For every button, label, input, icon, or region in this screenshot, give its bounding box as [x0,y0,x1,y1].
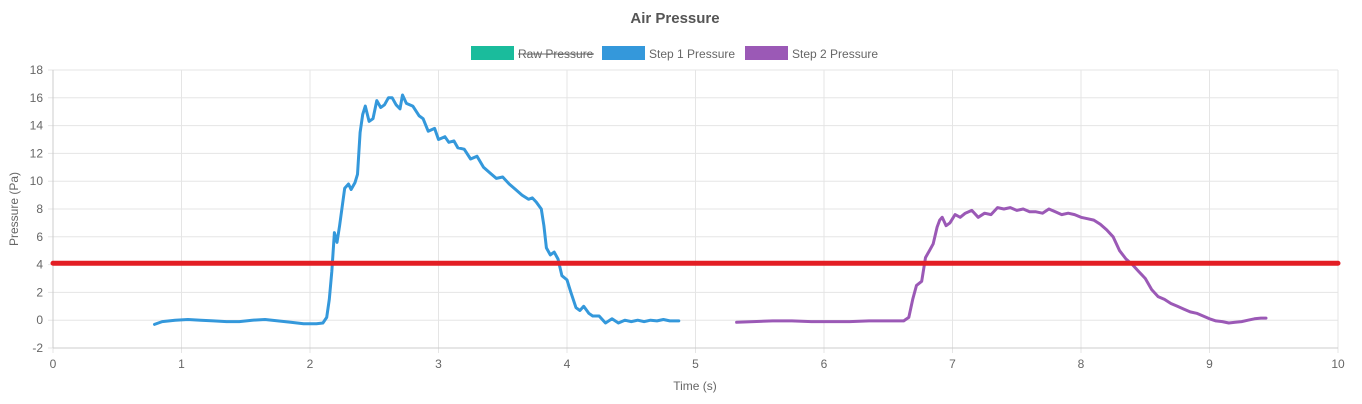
x-tick-label: 7 [949,357,956,371]
legend-label-step-1-pressure: Step 1 Pressure [649,47,735,61]
y-tick-label: -2 [32,341,43,355]
y-tick-label: 6 [36,230,43,244]
y-tick-label: 14 [30,119,44,133]
x-tick-label: 2 [307,357,314,371]
x-tick-label: 0 [50,357,57,371]
x-tick-label: 1 [178,357,185,371]
grid-lines [48,69,1339,353]
series-line-step-1-pressure [153,93,681,326]
legend-swatch-step-2-pressure [745,46,788,60]
y-tick-label: 12 [30,146,44,160]
y-axis-title: Pressure (Pa) [7,172,21,246]
chart-legend: Raw Pressure Step 1 Pressure Step 2 Pres… [471,46,878,61]
x-tick-label: 8 [1078,357,1085,371]
legend-item-step-1-pressure[interactable]: Step 1 Pressure [602,46,735,61]
y-tick-label: 4 [36,258,43,272]
x-tick-label: 6 [821,357,828,371]
series-lines [153,93,1268,326]
y-tick-label: 8 [36,202,43,216]
chart-title: Air Pressure [630,10,719,27]
x-tick-label: 4 [564,357,571,371]
x-axis-title: Time (s) [673,379,717,393]
legend-item-raw-pressure[interactable]: Raw Pressure [471,46,594,61]
x-tick-label: 9 [1206,357,1213,371]
legend-label-step-2-pressure: Step 2 Pressure [792,47,878,61]
legend-swatch-raw-pressure [471,46,514,60]
y-tick-label: 16 [30,91,44,105]
x-tick-label: 10 [1331,357,1345,371]
x-tick-label: 3 [435,357,442,371]
y-tick-label: 10 [30,174,44,188]
axes [52,70,1338,349]
x-tick-label: 5 [692,357,699,371]
series-line-step-2-pressure [735,206,1268,325]
y-tick-label: 0 [36,313,43,327]
y-tick-label: 18 [30,63,44,77]
y-tick-label: 2 [36,285,43,299]
legend-swatch-step-1-pressure [602,46,645,60]
legend-item-step-2-pressure[interactable]: Step 2 Pressure [745,46,878,61]
